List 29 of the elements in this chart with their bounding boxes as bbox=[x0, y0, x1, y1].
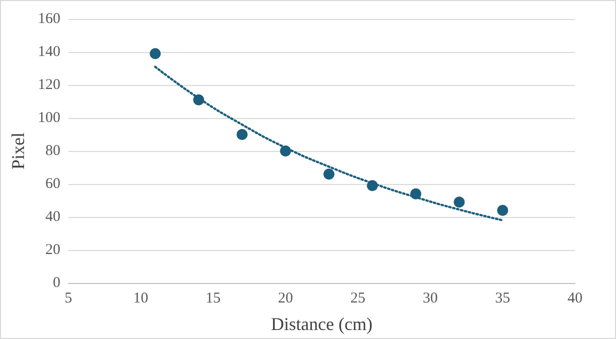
point bbox=[497, 204, 508, 216]
x-tick-label: 35 bbox=[495, 290, 510, 306]
y-tick-label: 140 bbox=[38, 44, 60, 60]
line-series bbox=[154, 66, 504, 222]
point bbox=[410, 188, 422, 200]
point bbox=[150, 48, 161, 60]
y-tick-label: 20 bbox=[45, 242, 60, 258]
y-tick-label: 80 bbox=[45, 143, 60, 159]
point bbox=[454, 196, 465, 208]
x-tick-label: 30 bbox=[422, 290, 438, 306]
y-tick-label: 0 bbox=[52, 275, 60, 291]
point bbox=[323, 168, 334, 180]
point bbox=[366, 180, 378, 192]
x-tick-label: 40 bbox=[568, 290, 582, 306]
y-tick-label: 120 bbox=[38, 77, 60, 93]
point bbox=[236, 129, 248, 140]
y-axis-title: Pixel bbox=[8, 132, 28, 170]
x-tick-label: 5 bbox=[64, 290, 72, 306]
y-tick-label: 60 bbox=[45, 176, 60, 192]
x-tick-label: 15 bbox=[206, 290, 221, 306]
y-tick-label: 100 bbox=[38, 110, 60, 126]
x-axis-title: Distance (cm) bbox=[270, 314, 372, 334]
x-tick-label: 25 bbox=[350, 290, 366, 306]
x-tick-label: 20 bbox=[278, 290, 294, 306]
y-tick-label: 40 bbox=[45, 209, 60, 225]
x-tick-label: 10 bbox=[133, 290, 148, 306]
y-tick-label: 160 bbox=[38, 11, 60, 27]
point bbox=[193, 94, 204, 106]
point bbox=[280, 146, 292, 156]
